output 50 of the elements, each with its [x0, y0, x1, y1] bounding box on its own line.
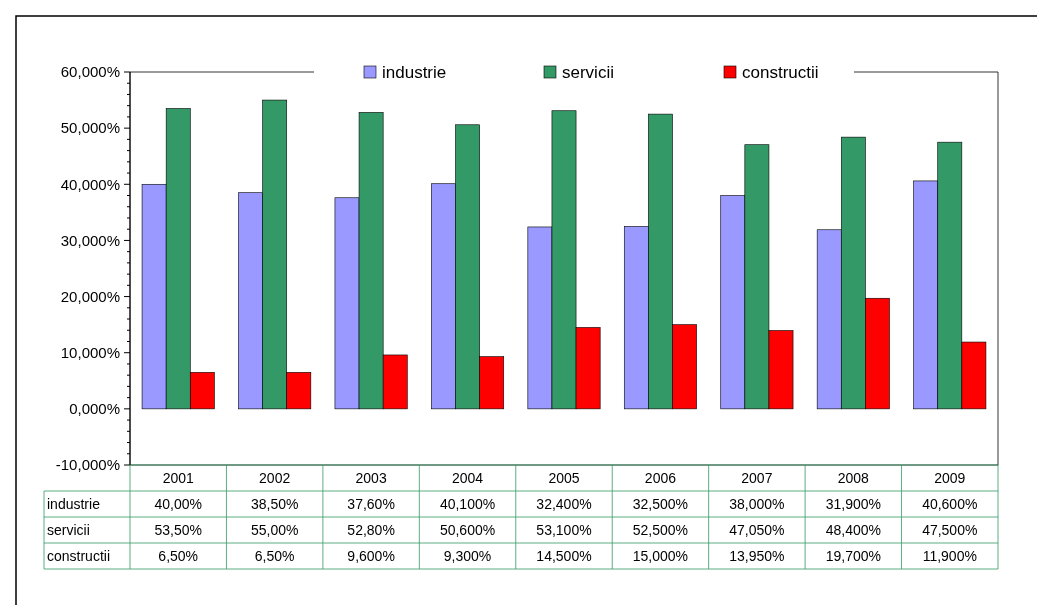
data-label: 11,900% — [922, 547, 977, 564]
legend-label: servicii — [562, 62, 614, 82]
x-tick-label: 2002 — [259, 469, 291, 486]
x-tick-label: 2006 — [644, 469, 677, 486]
x-tick-label: 2001 — [162, 469, 194, 486]
data-label: 15,000% — [632, 547, 689, 564]
y-tick-label: 10,000% — [60, 343, 120, 361]
text: servicii — [47, 521, 90, 538]
y-tick-label: 60,000% — [60, 63, 120, 81]
y-tick-label: 30,000% — [60, 231, 120, 249]
data-label: 47,050% — [729, 521, 785, 538]
text: constructii — [47, 547, 111, 564]
data-label: 14,500% — [536, 547, 592, 564]
data-label: 52,500% — [632, 521, 689, 538]
x-tick-label: 2003 — [355, 469, 387, 486]
y-tick-label: 0,000% — [69, 400, 120, 418]
data-label: 6,50% — [158, 547, 199, 564]
y-tick-label: 50,000% — [60, 119, 120, 137]
data-label: 40,100% — [439, 495, 496, 512]
y-tick-label: 20,000% — [60, 287, 120, 305]
x-tick-label: 2009 — [934, 469, 966, 486]
data-label: 9,300% — [443, 547, 492, 564]
x-tick-label: 2004 — [451, 469, 484, 486]
x-tick-label: 2007 — [741, 469, 773, 486]
data-label: 53,100% — [536, 521, 592, 538]
data-label: 38,50% — [250, 495, 299, 512]
data-label: 38,000% — [729, 495, 785, 512]
data-label: 19,700% — [825, 547, 881, 564]
data-label: 47,500% — [922, 521, 978, 538]
data-label: 9,600% — [347, 547, 395, 564]
x-tick-label: 2008 — [837, 469, 870, 486]
legend-label: constructii — [742, 62, 819, 82]
data-label: 40,600% — [922, 495, 978, 512]
data-label: 48,400% — [825, 521, 881, 538]
data-label: 40,00% — [154, 495, 202, 512]
y-tick-label: 40,000% — [60, 175, 120, 193]
text: industrie — [47, 495, 100, 512]
data-label: 6,50% — [254, 547, 295, 564]
legend-label: industrie — [382, 62, 447, 82]
data-label: 37,60% — [347, 495, 395, 512]
data-label: 50,600% — [439, 521, 496, 538]
data-label: 31,900% — [825, 495, 881, 512]
data-label: 53,50% — [154, 521, 202, 538]
data-label: 32,500% — [632, 495, 689, 512]
data-label: 55,00% — [250, 521, 299, 538]
data-label: 32,400% — [536, 495, 592, 512]
data-label: 13,950% — [729, 547, 785, 564]
y-tick-label: -10,000% — [55, 456, 120, 474]
data-label: 52,80% — [347, 521, 395, 538]
x-tick-label: 2005 — [548, 469, 580, 486]
